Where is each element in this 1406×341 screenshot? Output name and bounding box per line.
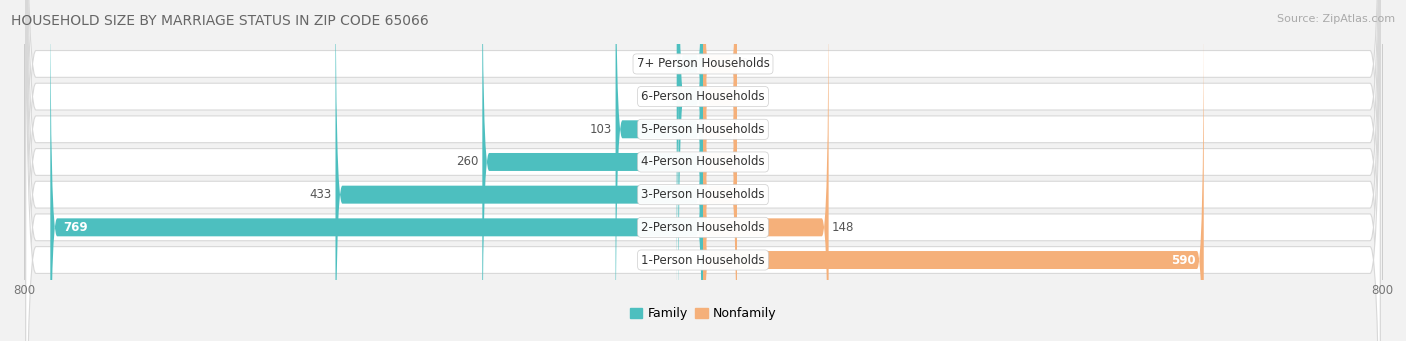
Text: Source: ZipAtlas.com: Source: ZipAtlas.com [1277, 14, 1395, 24]
Text: 29: 29 [659, 90, 675, 103]
Text: HOUSEHOLD SIZE BY MARRIAGE STATUS IN ZIP CODE 65066: HOUSEHOLD SIZE BY MARRIAGE STATUS IN ZIP… [11, 14, 429, 28]
Text: 590: 590 [1171, 253, 1195, 267]
Text: 6-Person Households: 6-Person Households [641, 90, 765, 103]
Text: 12: 12 [741, 188, 755, 201]
FancyBboxPatch shape [25, 0, 1381, 341]
FancyBboxPatch shape [703, 0, 737, 316]
FancyBboxPatch shape [482, 0, 703, 341]
FancyBboxPatch shape [676, 0, 703, 316]
Text: 3-Person Households: 3-Person Households [641, 188, 765, 201]
FancyBboxPatch shape [678, 0, 703, 341]
FancyBboxPatch shape [703, 0, 737, 341]
Text: 148: 148 [832, 221, 855, 234]
FancyBboxPatch shape [25, 0, 1381, 341]
FancyBboxPatch shape [25, 0, 1381, 341]
FancyBboxPatch shape [703, 0, 737, 341]
FancyBboxPatch shape [703, 8, 1204, 341]
Text: 5-Person Households: 5-Person Households [641, 123, 765, 136]
Text: 31: 31 [658, 57, 673, 71]
Text: 0: 0 [741, 155, 748, 168]
FancyBboxPatch shape [25, 0, 1381, 341]
Text: 0: 0 [741, 90, 748, 103]
FancyBboxPatch shape [336, 0, 703, 341]
Text: 2-Person Households: 2-Person Households [641, 221, 765, 234]
FancyBboxPatch shape [25, 0, 1381, 341]
Text: 769: 769 [63, 221, 87, 234]
FancyBboxPatch shape [25, 0, 1381, 341]
Text: 4-Person Households: 4-Person Households [641, 155, 765, 168]
FancyBboxPatch shape [703, 0, 828, 341]
Text: 0: 0 [741, 123, 748, 136]
Text: 260: 260 [457, 155, 479, 168]
FancyBboxPatch shape [25, 0, 1381, 341]
Legend: Family, Nonfamily: Family, Nonfamily [624, 302, 782, 325]
Text: 433: 433 [309, 188, 332, 201]
Text: 103: 103 [591, 123, 612, 136]
Text: 0: 0 [741, 57, 748, 71]
Text: 1-Person Households: 1-Person Households [641, 253, 765, 267]
FancyBboxPatch shape [616, 0, 703, 341]
FancyBboxPatch shape [703, 0, 737, 341]
FancyBboxPatch shape [51, 0, 703, 341]
Text: 7+ Person Households: 7+ Person Households [637, 57, 769, 71]
FancyBboxPatch shape [703, 0, 737, 341]
